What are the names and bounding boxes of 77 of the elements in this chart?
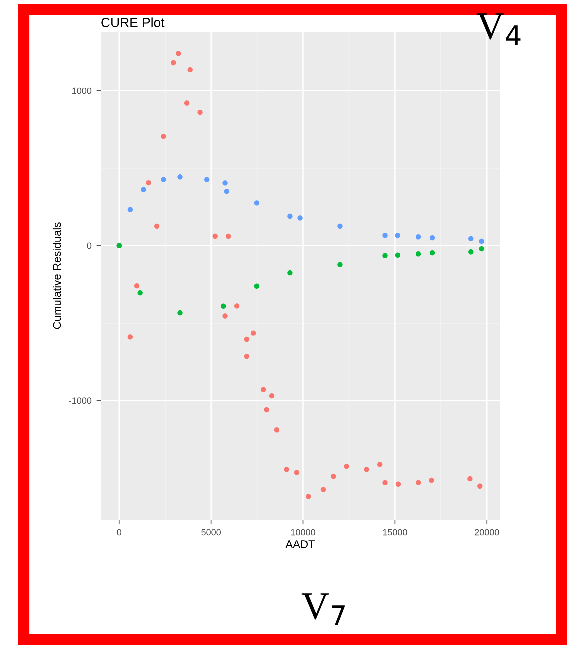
x-axis-title: AADT bbox=[286, 540, 316, 548]
point bbox=[176, 51, 182, 56]
point bbox=[364, 467, 370, 472]
point bbox=[395, 252, 401, 258]
point bbox=[244, 354, 250, 360]
point bbox=[128, 207, 134, 212]
point bbox=[338, 224, 343, 230]
chart-title: CURE Plot bbox=[102, 18, 165, 28]
point bbox=[128, 334, 134, 340]
point bbox=[430, 235, 436, 241]
point bbox=[382, 233, 388, 238]
point bbox=[396, 482, 402, 487]
point bbox=[468, 236, 474, 242]
point bbox=[204, 177, 210, 182]
point bbox=[222, 314, 228, 319]
point bbox=[294, 470, 300, 476]
point bbox=[478, 484, 483, 489]
point bbox=[244, 336, 250, 342]
point bbox=[344, 464, 350, 470]
x-tick-label: 5000 bbox=[202, 529, 222, 536]
point bbox=[430, 250, 436, 256]
point bbox=[479, 246, 484, 252]
point bbox=[254, 200, 260, 206]
point bbox=[178, 174, 183, 180]
point bbox=[184, 100, 190, 106]
point bbox=[416, 252, 422, 257]
point bbox=[378, 462, 383, 468]
text: V$_{7}$ bbox=[302, 594, 345, 626]
point bbox=[221, 304, 226, 309]
point bbox=[178, 310, 183, 316]
point bbox=[416, 480, 422, 486]
point bbox=[298, 216, 303, 221]
point bbox=[198, 110, 203, 116]
y-tick-label: -1000 bbox=[69, 398, 92, 404]
point bbox=[251, 330, 256, 336]
x-tick-label: 15000 bbox=[383, 529, 408, 536]
point bbox=[234, 304, 240, 309]
y-tick-label: 0 bbox=[87, 242, 92, 250]
point bbox=[134, 283, 140, 289]
point bbox=[226, 234, 232, 240]
point bbox=[382, 480, 388, 486]
point bbox=[171, 60, 176, 66]
point bbox=[288, 270, 293, 276]
point bbox=[161, 177, 166, 182]
point bbox=[224, 188, 230, 194]
point bbox=[429, 478, 434, 484]
point bbox=[146, 180, 152, 186]
point bbox=[288, 214, 293, 220]
point bbox=[468, 476, 473, 482]
point bbox=[141, 187, 146, 192]
y-axis-title: Cumulative Residuals bbox=[52, 222, 62, 330]
point bbox=[274, 428, 280, 433]
point bbox=[338, 262, 343, 268]
point bbox=[479, 238, 484, 244]
point bbox=[138, 290, 143, 296]
point bbox=[161, 134, 166, 140]
point bbox=[468, 250, 474, 255]
point bbox=[395, 233, 401, 238]
point bbox=[188, 67, 193, 73]
point bbox=[212, 234, 218, 240]
point bbox=[260, 387, 266, 392]
point bbox=[320, 487, 326, 492]
annotation: V$_{4}$ bbox=[476, 14, 521, 46]
point bbox=[306, 494, 312, 500]
point bbox=[264, 407, 270, 413]
point bbox=[331, 474, 336, 480]
point bbox=[382, 253, 388, 258]
point bbox=[269, 393, 275, 399]
x-tick-label: 10000 bbox=[291, 529, 316, 536]
point bbox=[222, 180, 228, 186]
x-tick-label: 20000 bbox=[475, 529, 500, 536]
x-tick-label: 0 bbox=[117, 529, 122, 536]
point bbox=[416, 234, 422, 240]
y-tick-label: 1000 bbox=[72, 88, 92, 94]
point bbox=[254, 284, 260, 289]
point bbox=[154, 224, 160, 230]
point bbox=[284, 467, 290, 472]
